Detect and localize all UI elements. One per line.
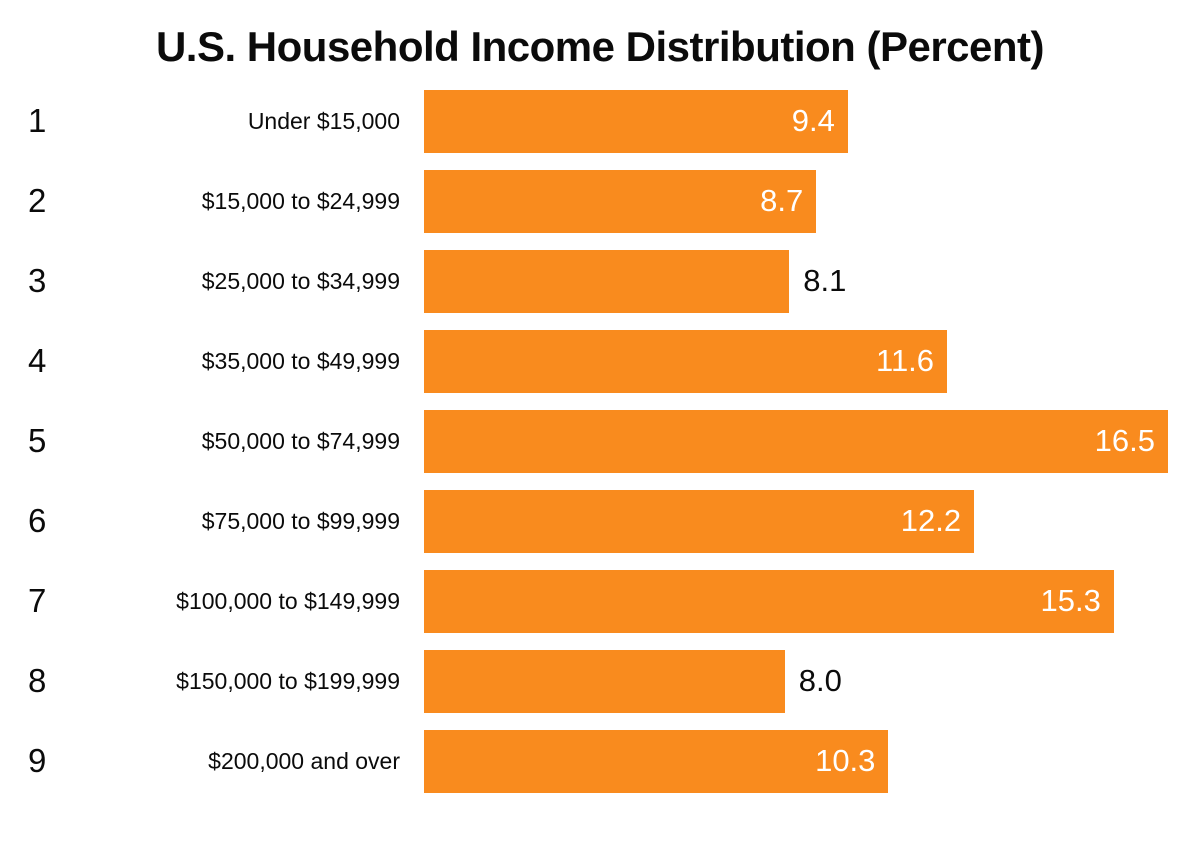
value-label: 8.0 bbox=[798, 663, 842, 698]
category-label: $50,000 to $74,999 bbox=[201, 427, 400, 454]
bar-track: 10.3 bbox=[424, 729, 1168, 793]
bar: 15.3 bbox=[424, 569, 1114, 633]
bar-track: 12.2 bbox=[424, 489, 1168, 553]
category-label: $100,000 to $149,999 bbox=[176, 587, 400, 614]
category-label: $25,000 to $34,999 bbox=[201, 267, 400, 294]
chart-row: 8 $150,000 to $199,999 8.0 bbox=[0, 641, 1200, 721]
bar: 8.7 bbox=[424, 169, 817, 233]
value-label: 10.3 bbox=[815, 743, 876, 778]
bar-track: 9.4 bbox=[424, 89, 1168, 153]
bar: 12.2 bbox=[424, 489, 975, 553]
row-number: 8 bbox=[28, 662, 47, 699]
value-label: 16.5 bbox=[1094, 423, 1155, 458]
chart-title: U.S. Household Income Distribution (Perc… bbox=[155, 23, 1045, 70]
row-number: 7 bbox=[28, 582, 47, 619]
value-label: 8.7 bbox=[760, 183, 804, 218]
chart-row: 9 $200,000 and over 10.3 bbox=[0, 721, 1200, 801]
bar bbox=[424, 249, 790, 313]
row-number: 3 bbox=[28, 262, 47, 299]
value-label: 11.6 bbox=[876, 343, 935, 378]
bar-track: 8.0 bbox=[424, 649, 1168, 713]
row-number: 2 bbox=[28, 182, 47, 219]
row-number: 5 bbox=[28, 422, 47, 459]
chart-row: 7 $100,000 to $149,999 15.3 bbox=[0, 561, 1200, 641]
bar-chart-plot-area: 1 Under $15,000 9.4 2 $15,000 to $24,999 8.7 3… bbox=[0, 81, 1200, 801]
bar: 9.4 bbox=[424, 89, 848, 153]
chart-row: 3 $25,000 to $34,999 8.1 bbox=[0, 241, 1200, 321]
bar-track: 15.3 bbox=[424, 569, 1168, 633]
value-label: 15.3 bbox=[1040, 583, 1101, 618]
bar: 10.3 bbox=[424, 729, 889, 793]
chart-row: 1 Under $15,000 9.4 bbox=[0, 81, 1200, 161]
category-label: $15,000 to $24,999 bbox=[201, 187, 400, 214]
value-label: 8.1 bbox=[803, 263, 847, 298]
row-number: 4 bbox=[28, 342, 47, 379]
bar bbox=[424, 649, 785, 713]
row-number: 1 bbox=[28, 102, 47, 139]
bar-track: 11.6 bbox=[424, 329, 1168, 393]
category-label: $150,000 to $199,999 bbox=[176, 667, 400, 694]
category-label: Under $15,000 bbox=[247, 107, 400, 134]
value-label: 9.4 bbox=[791, 103, 835, 138]
bar: 11.6 bbox=[424, 329, 948, 393]
bar-track: 8.7 bbox=[424, 169, 1168, 233]
chart-row: 6 $75,000 to $99,999 12.2 bbox=[0, 481, 1200, 561]
bar-track: 8.1 bbox=[424, 249, 1168, 313]
chart-row: 4 $35,000 to $49,999 11.6 bbox=[0, 321, 1200, 401]
chart-row: 5 $50,000 to $74,999 16.5 bbox=[0, 401, 1200, 481]
category-label: $35,000 to $49,999 bbox=[201, 347, 400, 374]
row-number: 6 bbox=[28, 502, 47, 539]
row-number: 9 bbox=[28, 742, 47, 779]
bar-track: 16.5 bbox=[424, 409, 1168, 473]
category-label: $200,000 and over bbox=[208, 747, 400, 774]
chart-row: 2 $15,000 to $24,999 8.7 bbox=[0, 161, 1200, 241]
category-label: $75,000 to $99,999 bbox=[201, 507, 400, 534]
value-label: 12.2 bbox=[900, 503, 962, 538]
bar: 16.5 bbox=[424, 409, 1168, 473]
